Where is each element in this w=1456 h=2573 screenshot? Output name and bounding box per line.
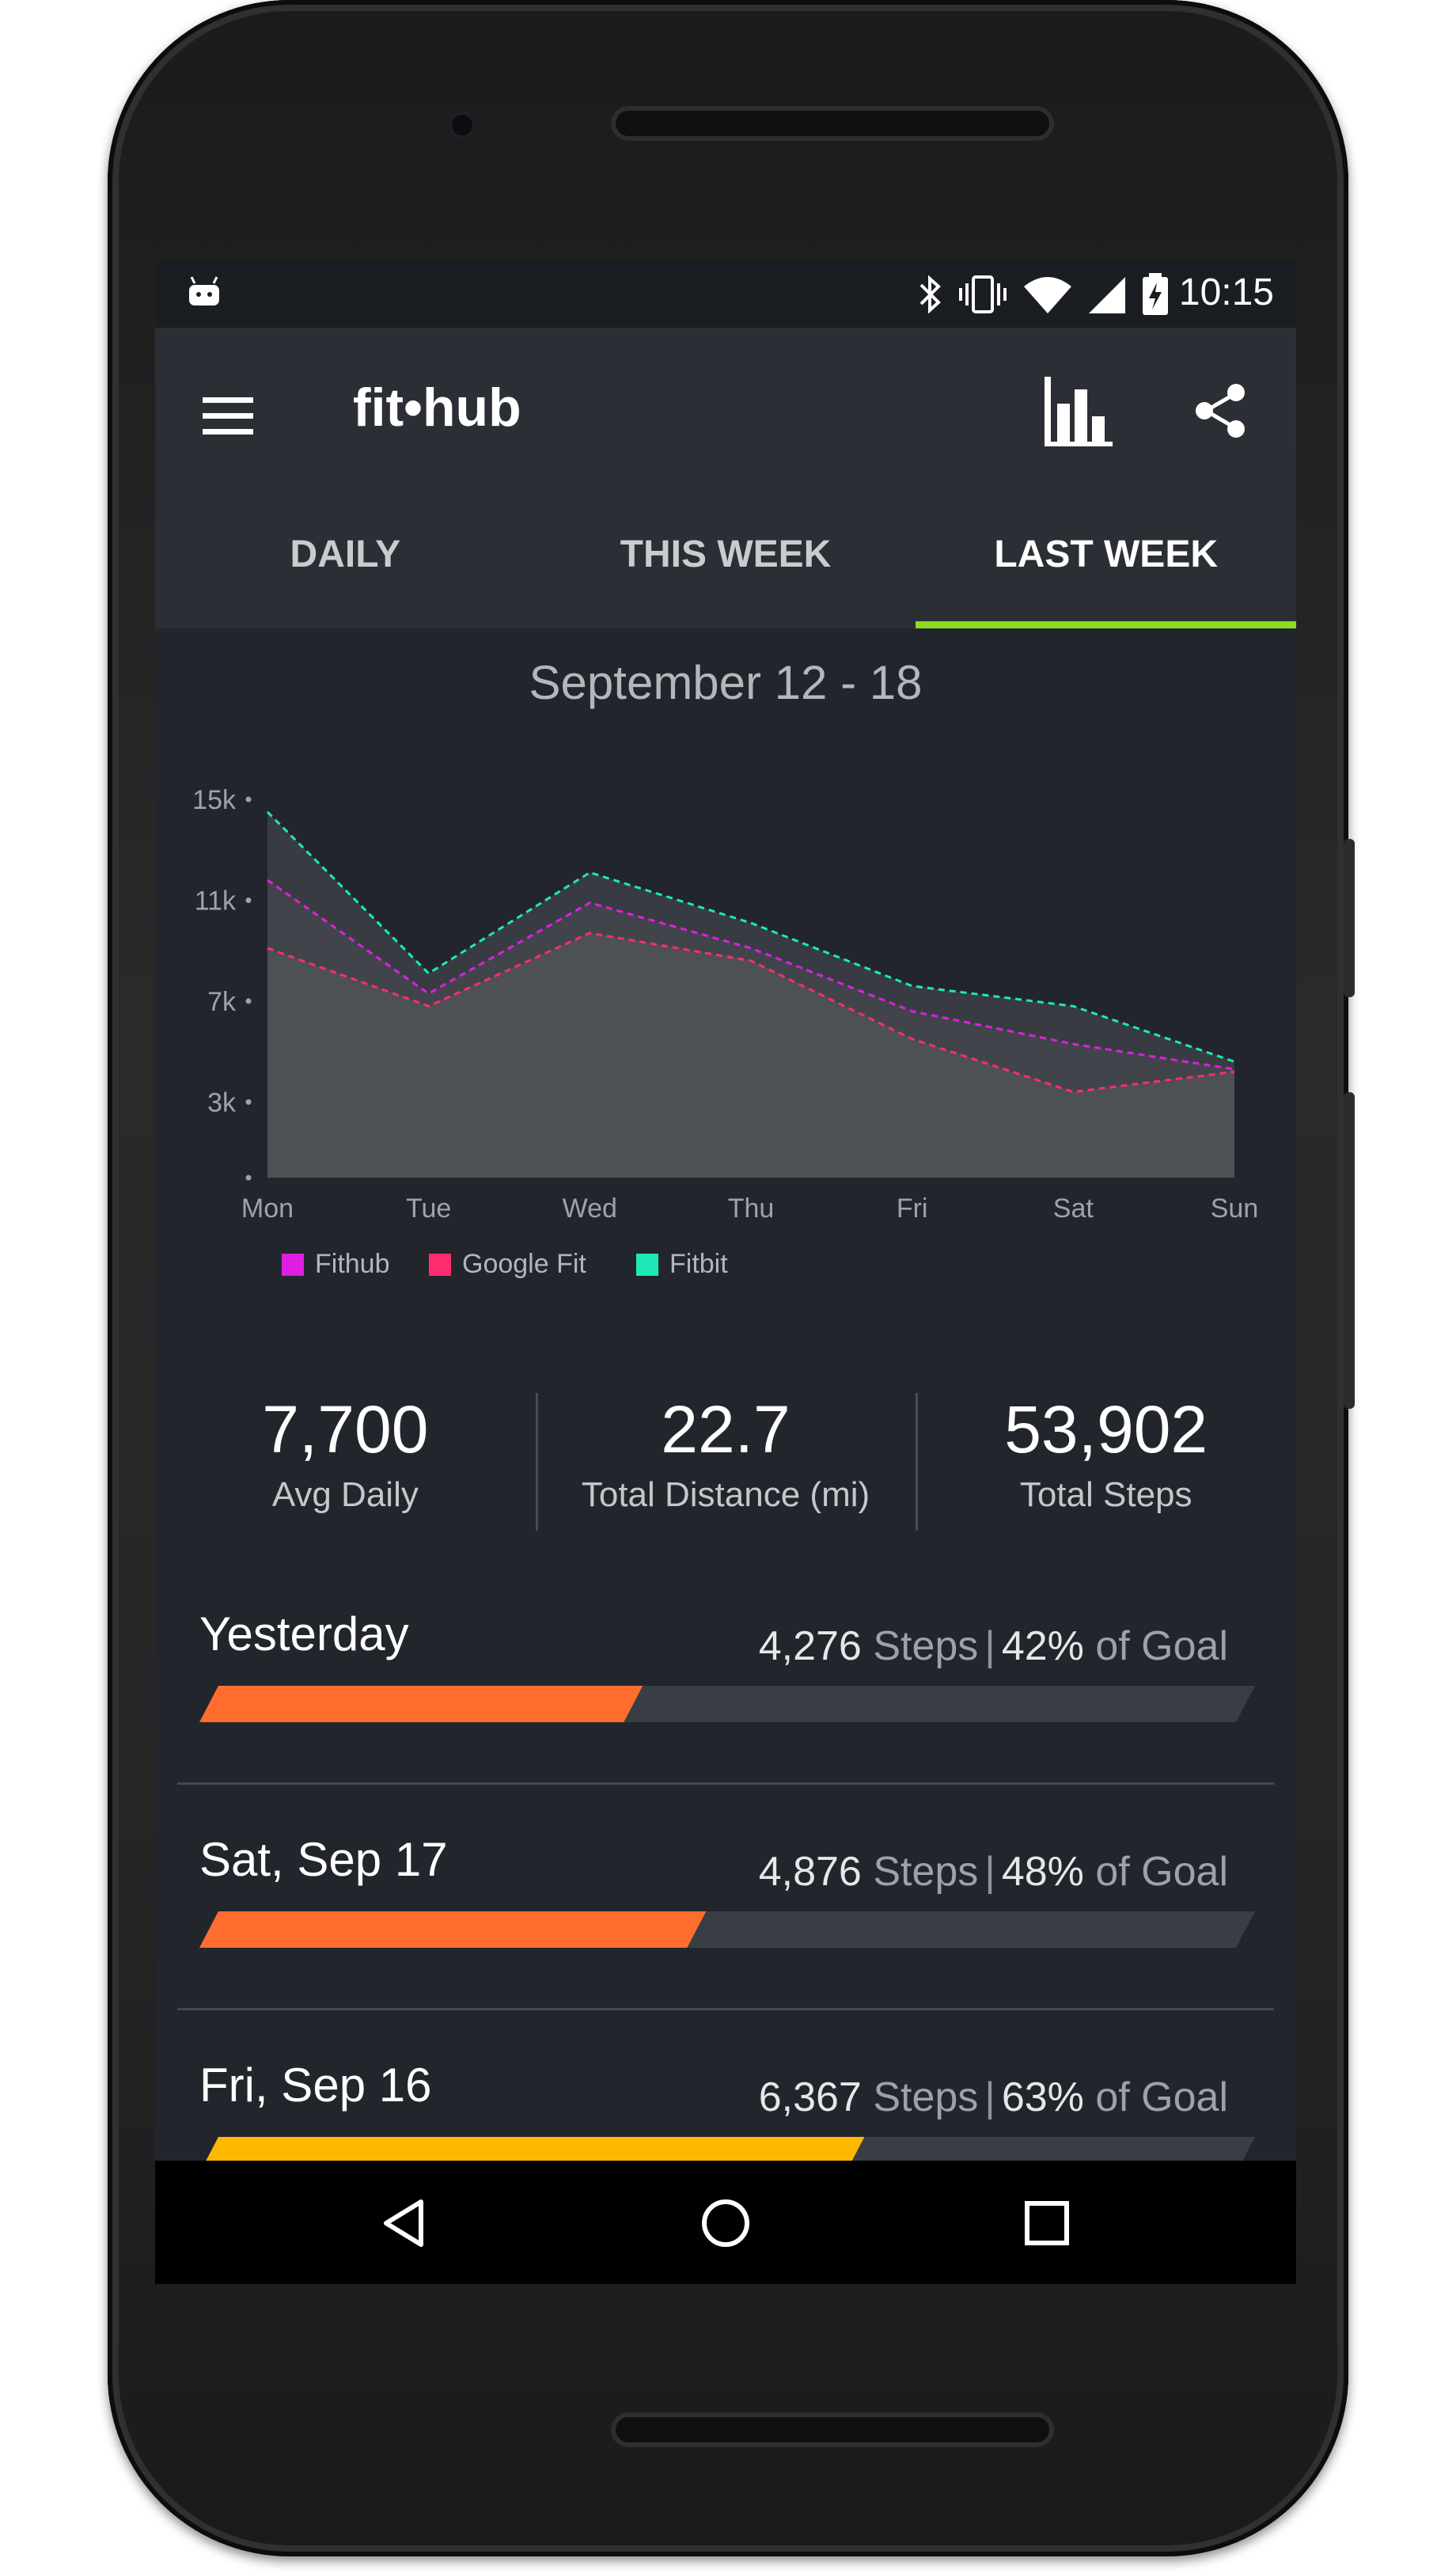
goal-percent: 48% — [1001, 1849, 1084, 1895]
y-tick-dot — [245, 998, 252, 1004]
back-icon[interactable] — [378, 2197, 430, 2249]
power-button — [1344, 1092, 1355, 1409]
separator: | — [984, 1849, 995, 1895]
y-tick-label: 3k — [207, 1087, 237, 1118]
x-tick-label: Wed — [563, 1194, 617, 1224]
legend-swatch — [636, 1254, 658, 1276]
app-screen: 10:15 fit•hub DAILY THIS WEEK LAST WEEK — [155, 261, 1296, 2284]
y-tick-label: 15k — [192, 785, 237, 815]
legend-swatch — [429, 1254, 451, 1276]
goal-word: of Goal — [1095, 2074, 1228, 2120]
day-steps-summary: 4,876 Steps | 48% of Goal — [759, 1848, 1228, 1896]
steps-word: Steps — [873, 2074, 979, 2120]
stat-total-steps: 53,902 Total Steps — [916, 1385, 1296, 1559]
area-google-fit — [267, 932, 1234, 1178]
x-tick-label: Fri — [897, 1194, 928, 1224]
progress-fill — [199, 1911, 707, 1948]
app-bar: fit•hub DAILY THIS WEEK LAST WEEK — [155, 328, 1296, 628]
legend-label: Fitbit — [669, 1249, 728, 1279]
date-range: September 12 - 18 — [529, 656, 923, 709]
steps-count: 4,876 — [758, 1849, 862, 1895]
y-tick-dot — [245, 1099, 252, 1105]
front-camera — [448, 111, 476, 139]
y-tick-label: 7k — [207, 987, 237, 1017]
goal-word: of Goal — [1095, 1849, 1228, 1895]
y-tick-dot — [245, 897, 252, 903]
stat-value: 53,902 — [1004, 1392, 1208, 1467]
steps-word: Steps — [873, 1623, 979, 1669]
tab-daily[interactable]: DAILY — [290, 533, 401, 575]
status-bar: 10:15 — [155, 261, 1296, 328]
earpiece-speaker — [611, 106, 1054, 141]
recents-icon[interactable] — [1021, 2197, 1073, 2249]
clock: 10:15 — [1178, 271, 1274, 313]
separator: | — [984, 2074, 995, 2120]
progress-bar — [199, 1686, 1255, 1722]
app-title: fit•hub — [353, 378, 521, 438]
day-steps-summary: 4,276 Steps | 42% of Goal — [759, 1622, 1228, 1670]
stat-value: 7,700 — [262, 1392, 429, 1467]
x-tick-label: Sun — [1211, 1194, 1259, 1224]
tab-this-week[interactable]: THIS WEEK — [620, 533, 832, 575]
line-fitbit — [266, 810, 1235, 1063]
progress-fill — [199, 1686, 643, 1722]
stat-label: Avg Daily — [271, 1475, 419, 1514]
steps-area-chart: 15k 11k 7k 3k Mon Tue Wed Thu Fri Sat Sun Fithub G… — [192, 785, 1258, 1279]
share-icon[interactable] — [1193, 383, 1249, 438]
y-tick-label: 11k — [195, 886, 237, 916]
y-axis: 15k 11k 7k 3k — [192, 785, 252, 1181]
wifi-icon — [1024, 277, 1071, 313]
line-series — [266, 810, 1235, 1094]
summary-stats: 7,700 Avg Daily 22.7 Total Distance (mi)… — [155, 1385, 1296, 1559]
divider — [177, 2008, 1274, 2010]
system-nav-bar — [155, 2161, 1296, 2284]
stat-label: Total Steps — [1019, 1475, 1192, 1514]
y-tick-dot — [245, 796, 252, 803]
x-tick-label: Mon — [241, 1194, 294, 1224]
x-tick-label: Sat — [1053, 1194, 1094, 1224]
battery-charging-icon — [1143, 273, 1168, 315]
stat-total-distance: 22.7 Total Distance (mi) — [535, 1385, 916, 1559]
stat-value: 22.7 — [661, 1392, 791, 1467]
day-steps-summary: 6,367 Steps | 63% of Goal — [759, 2074, 1228, 2121]
goal-percent: 63% — [1001, 2074, 1084, 2120]
x-axis: Mon Tue Wed Thu Fri Sat Sun — [241, 1194, 1258, 1224]
day-name: Yesterday — [199, 1607, 409, 1660]
bottom-speaker — [611, 2412, 1054, 2447]
home-icon[interactable] — [700, 2197, 752, 2249]
status-icons — [916, 272, 1170, 317]
volume-button — [1344, 839, 1355, 997]
tab-last-week[interactable]: LAST WEEK — [916, 503, 1296, 628]
android-icon — [189, 276, 219, 305]
legend-label: Fithub — [315, 1249, 390, 1279]
legend-swatch — [282, 1254, 304, 1276]
steps-count: 4,276 — [758, 1623, 862, 1669]
day-name: Fri, Sep 16 — [199, 2059, 432, 2112]
steps-count: 6,367 — [758, 2074, 862, 2120]
menu-icon[interactable] — [203, 393, 253, 440]
area-series — [267, 811, 1234, 1178]
stat-avg-daily: 7,700 Avg Daily — [155, 1385, 536, 1559]
x-tick-label: Thu — [728, 1194, 775, 1224]
chart-legend: Fithub Google Fit Fitbit — [282, 1249, 728, 1279]
goal-percent: 42% — [1001, 1623, 1084, 1669]
x-tick-label: Tue — [406, 1194, 451, 1224]
signal-icon — [1089, 277, 1125, 313]
steps-word: Steps — [873, 1849, 979, 1895]
line-fithub — [267, 879, 1235, 1071]
bar-chart-icon[interactable] — [1040, 372, 1116, 451]
stat-label: Total Distance (mi) — [581, 1475, 870, 1514]
bluetooth-icon — [919, 275, 941, 314]
progress-bar — [199, 1911, 1255, 1948]
tab-bar: DAILY THIS WEEK LAST WEEK — [155, 503, 1296, 628]
line-google-fit — [267, 932, 1235, 1094]
y-tick-dot — [245, 1175, 252, 1181]
legend-label: Google Fit — [462, 1249, 586, 1279]
separator: | — [984, 1623, 995, 1669]
goal-word: of Goal — [1095, 1623, 1228, 1669]
divider — [177, 1782, 1274, 1785]
vibrate-icon — [959, 275, 1007, 313]
day-name: Sat, Sep 17 — [199, 1833, 448, 1886]
